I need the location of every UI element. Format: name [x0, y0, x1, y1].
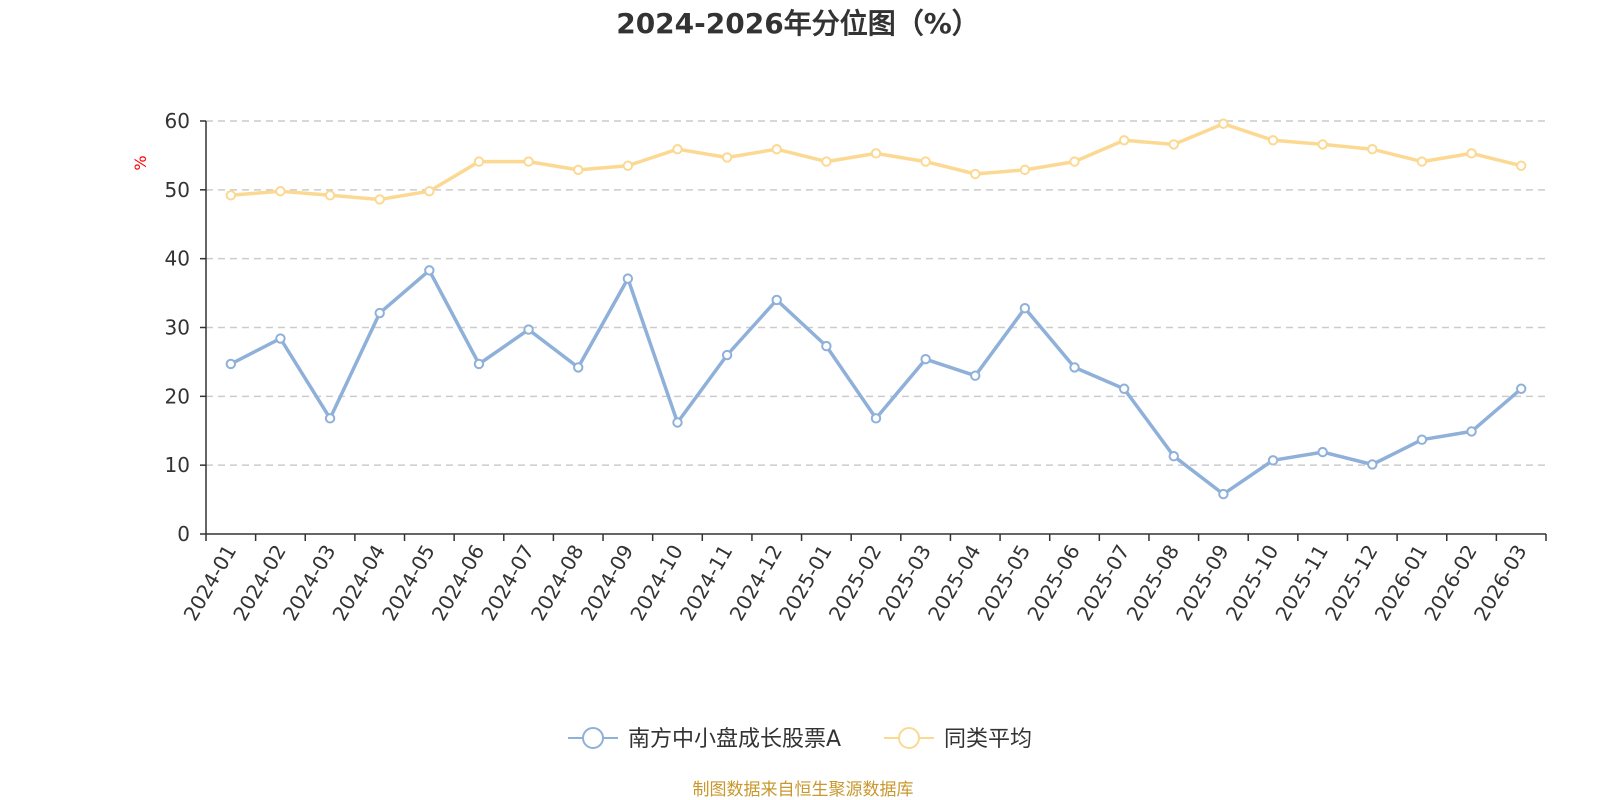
y-tick-label: 30 [165, 316, 190, 340]
series-0-point [672, 417, 683, 428]
series-1-point [672, 144, 683, 155]
series-1-point [1515, 160, 1527, 171]
x-axis-tick-labels: 2024-012024-022024-032024-042024-052024-… [179, 541, 1532, 625]
legend-marker-0 [582, 727, 604, 749]
y-tick-label: 0 [177, 522, 190, 546]
series-0-point [374, 307, 385, 319]
series-1-point [1118, 135, 1130, 146]
series-1-point [870, 148, 882, 159]
series-0-point [1317, 446, 1328, 458]
gridlines [206, 120, 1546, 466]
series-0-point [1069, 362, 1080, 373]
series-0-point [870, 413, 882, 424]
series-0-point [1019, 303, 1031, 314]
y-tick-label: 60 [165, 109, 190, 133]
series-1-point [920, 156, 931, 167]
series-1-point [473, 156, 485, 167]
series-0-point [1367, 459, 1378, 470]
series-1-point [970, 168, 981, 180]
y-axis-tick-labels: 0 10 20 30 40 50 60 [165, 109, 190, 546]
series-1-point [1019, 164, 1031, 176]
series-1-point [721, 152, 733, 163]
data-source-note: 制图数据来自恒生聚源数据库 [693, 780, 914, 800]
series-0-point [771, 294, 782, 306]
series-0-point [473, 358, 485, 370]
legend-marker-1 [898, 727, 920, 749]
series-1-point [324, 190, 336, 201]
series-0-point [225, 358, 237, 370]
series-1-point [1267, 135, 1279, 146]
chart-title: 2024-2026年分位图（%） [616, 7, 980, 40]
series-0-point [275, 333, 286, 344]
series-1-point [225, 190, 237, 201]
series-1-point [1317, 139, 1328, 150]
series-1-point [424, 186, 435, 197]
series-0-point [1118, 383, 1130, 394]
y-axis-unit-label: % [131, 155, 150, 170]
series-1-point [1416, 156, 1428, 167]
series-0-point [424, 265, 435, 276]
series-0-point [920, 353, 931, 365]
y-tick-label: 10 [165, 453, 190, 477]
series-0-point [1218, 488, 1229, 500]
series-lines [225, 118, 1527, 500]
y-tick-label: 40 [165, 247, 190, 271]
series-1-point [1218, 118, 1229, 129]
series-1-point [1069, 156, 1080, 167]
series-line-0 [229, 268, 1523, 496]
legend-label-1: 同类平均 [944, 727, 1032, 752]
series-1-point [523, 156, 534, 167]
series-0-point [1267, 455, 1279, 466]
series-0-point [1168, 451, 1179, 462]
series-0-point [1416, 434, 1428, 445]
series-0-point [821, 340, 832, 352]
series-1-point [275, 186, 286, 197]
series-0-point [324, 413, 336, 424]
series-1-point [821, 156, 832, 167]
legend-label-0: 南方中小盘成长股票A [628, 727, 841, 752]
series-1-point [1367, 144, 1378, 155]
series-1-point [374, 194, 385, 205]
series-1-point [573, 164, 584, 176]
series-0-point [573, 362, 584, 373]
series-1-point [1168, 139, 1179, 150]
y-tick-label: 50 [165, 178, 190, 202]
series-1-point [1466, 148, 1477, 159]
series-0-point [1466, 426, 1477, 437]
series-line-1 [229, 122, 1523, 202]
y-tick-label: 20 [165, 384, 190, 408]
series-1-point [771, 144, 782, 155]
series-0-point [1515, 383, 1527, 394]
series-0-point [523, 324, 534, 335]
series-1-point [622, 160, 634, 171]
legend: 南方中小盘成长股票A 同类平均 [568, 727, 1032, 752]
series-0-point [622, 273, 634, 284]
axes [200, 120, 1547, 541]
series-0-point [721, 349, 733, 361]
series-0-point [970, 370, 981, 381]
